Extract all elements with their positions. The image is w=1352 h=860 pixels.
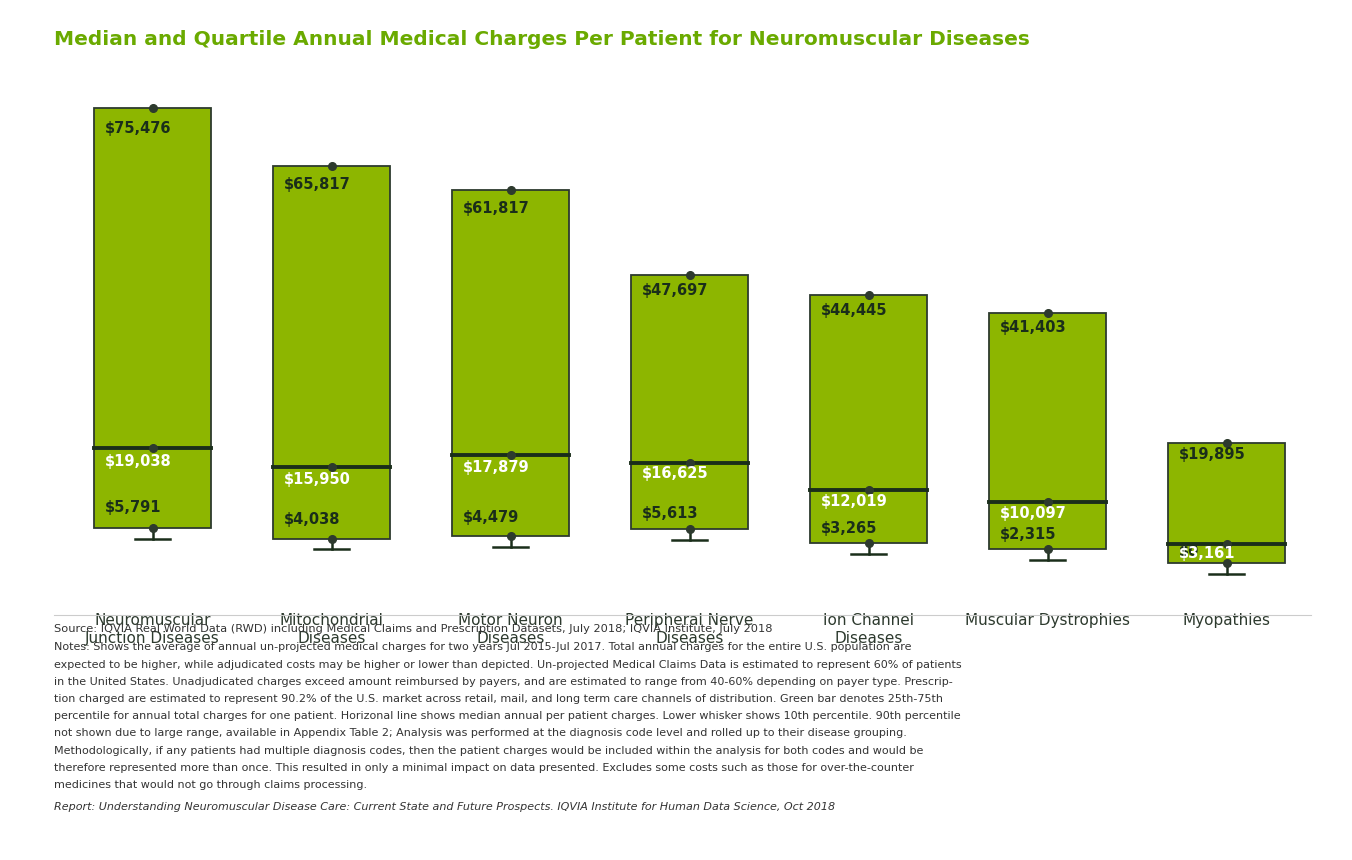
Text: $4,038: $4,038 [284,513,341,527]
Text: $75,476: $75,476 [105,120,172,136]
Text: $19,038: $19,038 [105,454,172,470]
Text: therefore represented more than once. This resulted in only a minimal impact on : therefore represented more than once. Th… [54,763,914,773]
Text: not shown due to large range, available in Appendix Table 2; Analysis was perfor: not shown due to large range, available … [54,728,907,739]
Text: $16,625: $16,625 [642,466,708,482]
Text: Notes: Shows the average of annual un-projected medical charges for two years Ju: Notes: Shows the average of annual un-pr… [54,642,911,653]
Text: $47,697: $47,697 [642,283,708,298]
Text: $61,817: $61,817 [464,200,530,216]
Bar [1168,443,1284,562]
Text: Median and Quartile Annual Medical Charges Per Patient for Neuromuscular Disease: Median and Quartile Annual Medical Charg… [54,30,1030,49]
Bar [95,108,211,528]
Bar [990,313,1106,549]
Text: medicines that would not go through claims processing.: medicines that would not go through clai… [54,780,368,790]
Text: $10,097: $10,097 [1000,506,1067,520]
Text: $3,161: $3,161 [1179,545,1236,561]
Text: tion charged are estimated to represent 90.2% of the U.S. market across retail, : tion charged are estimated to represent … [54,694,944,704]
Text: $19,895: $19,895 [1179,446,1245,462]
Text: $2,315: $2,315 [1000,527,1056,542]
Text: in the United States. Unadjudicated charges exceed amount reimbursed by payers, : in the United States. Unadjudicated char… [54,677,953,687]
Text: Methodologically, if any patients had multiple diagnosis codes, then the patient: Methodologically, if any patients had mu… [54,746,923,756]
Text: $3,265: $3,265 [821,520,877,536]
Text: $4,479: $4,479 [464,511,519,525]
Text: $44,445: $44,445 [821,303,887,317]
Bar [810,295,926,544]
Bar [453,190,569,536]
Bar [273,166,389,538]
Text: $15,950: $15,950 [284,472,352,488]
Text: $5,791: $5,791 [105,501,162,515]
Text: $17,879: $17,879 [464,460,530,476]
Text: Source: IQVIA Real World Data (RWD) including Medical Claims and Prescription Da: Source: IQVIA Real World Data (RWD) incl… [54,624,772,634]
Text: $41,403: $41,403 [1000,321,1067,335]
Text: $5,613: $5,613 [642,507,699,521]
Bar [631,275,748,529]
Text: percentile for annual total charges for one patient. Horizonal line shows median: percentile for annual total charges for … [54,711,961,722]
Text: $65,817: $65,817 [284,177,350,193]
Text: $0: $0 [1179,544,1199,559]
Text: expected to be higher, while adjudicated costs may be higher or lower than depic: expected to be higher, while adjudicated… [54,660,961,670]
Text: $12,019: $12,019 [821,494,888,509]
Text: Report: Understanding Neuromuscular Disease Care: Current State and Future Prosp: Report: Understanding Neuromuscular Dise… [54,802,836,812]
